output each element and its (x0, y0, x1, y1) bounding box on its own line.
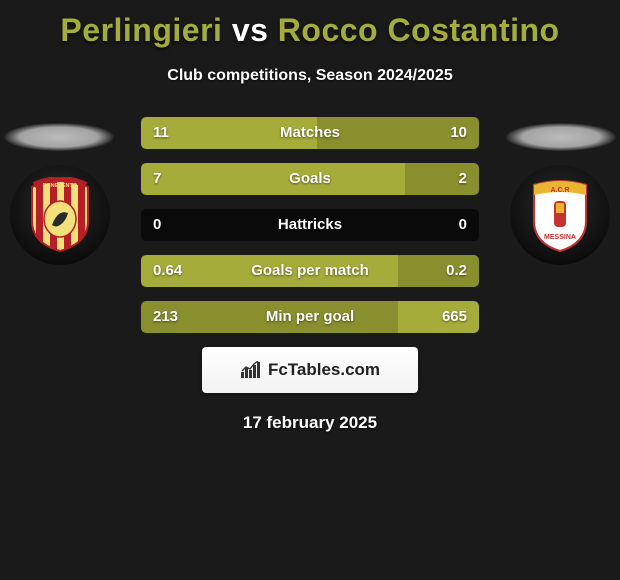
stat-label: Hattricks (141, 209, 479, 241)
stat-label: Goals per match (141, 255, 479, 287)
comparison-area: BENEVENTO A.C.R MESSINA 11Matches10 7Goal… (0, 117, 620, 433)
stat-label: Min per goal (141, 301, 479, 333)
brand-box: FcTables.com (202, 347, 418, 393)
bar-chart-icon (240, 361, 262, 379)
stat-label: Goals (141, 163, 479, 195)
svg-text:BENEVENTO: BENEVENTO (43, 183, 78, 189)
stat-value-right: 2 (459, 163, 467, 195)
vs-word: vs (232, 12, 269, 48)
stat-value-right: 0 (459, 209, 467, 241)
page-title: Perlingieri vs Rocco Costantino (0, 0, 620, 49)
brand-text: FcTables.com (268, 360, 380, 380)
stat-row: 0.64Goals per match0.2 (141, 255, 479, 287)
svg-text:A.C.R: A.C.R (550, 187, 569, 194)
stat-label: Matches (141, 117, 479, 149)
stat-row: 0Hattricks0 (141, 209, 479, 241)
player2-name: Rocco Costantino (278, 12, 560, 48)
player1-name: Perlingieri (60, 12, 222, 48)
stat-row: 7Goals2 (141, 163, 479, 195)
date-text: 17 february 2025 (0, 413, 620, 433)
svg-text:MESSINA: MESSINA (544, 234, 576, 241)
subtitle: Club competitions, Season 2024/2025 (0, 67, 620, 85)
shadow-ellipse-left (4, 123, 114, 151)
stat-value-right: 10 (450, 117, 467, 149)
benevento-badge-icon: BENEVENTO (28, 177, 92, 253)
stat-value-right: 665 (442, 301, 467, 333)
club-crest-left: BENEVENTO (10, 165, 110, 265)
stat-value-right: 0.2 (446, 255, 467, 287)
stat-row: 213Min per goal665 (141, 301, 479, 333)
stats-list: 11Matches10 7Goals2 0Hattricks0 0.64Goals p… (141, 117, 479, 333)
club-crest-right: A.C.R MESSINA (510, 165, 610, 265)
shadow-ellipse-right (506, 123, 616, 151)
stat-row: 11Matches10 (141, 117, 479, 149)
messina-badge-icon: A.C.R MESSINA (528, 177, 592, 253)
